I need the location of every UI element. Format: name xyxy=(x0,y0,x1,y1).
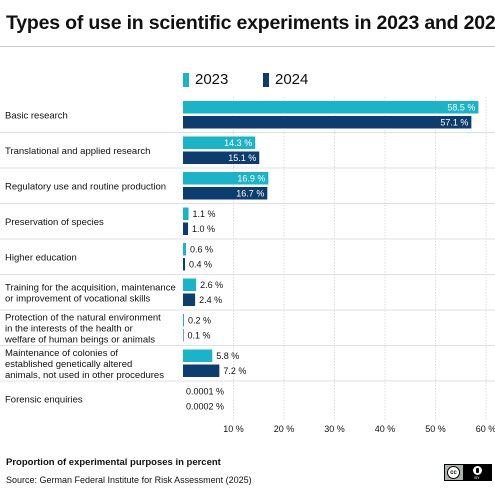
data-label-2024: 0.0002 % xyxy=(186,401,224,411)
data-label-2024: 0.4 % xyxy=(189,259,212,269)
data-label-2023: 0.2 % xyxy=(188,315,211,325)
category-label: Regulatory use and routine production xyxy=(5,181,166,192)
bar-2023 xyxy=(183,207,189,220)
cc-by-license-badge: cc BY xyxy=(444,464,492,481)
legend-swatch-2023 xyxy=(183,72,189,87)
data-label-2023: 1.1 % xyxy=(193,209,216,219)
category-label-line: or improvement of vocational skills xyxy=(5,293,150,304)
person-icon xyxy=(472,465,482,475)
x-tick-label: 30 % xyxy=(324,424,345,434)
category-label-line: Preservation of species xyxy=(5,217,104,228)
category-label-line: Protection of the natural environment xyxy=(5,312,161,323)
data-label-2024: 7.2 % xyxy=(223,366,246,376)
data-label-2024: 2.4 % xyxy=(199,295,222,305)
category-label: Higher education xyxy=(5,252,77,263)
bar-2023 xyxy=(183,243,187,256)
bar-2023 xyxy=(183,172,269,185)
x-tick-label: 40 % xyxy=(375,424,396,434)
category-label: Forensic enquiries xyxy=(5,394,83,405)
data-label-2023: 0.6 % xyxy=(190,244,213,254)
bar-2024 xyxy=(183,258,186,271)
data-label-2023: 58.5 % xyxy=(447,102,475,112)
chart-title: Types of use in scientific experiments i… xyxy=(6,12,495,34)
data-label-2024: 0.1 % xyxy=(188,330,211,340)
bar-2024 xyxy=(183,187,268,200)
category-label: Protection of the natural environment in … xyxy=(4,312,161,345)
x-tick-label: 50 % xyxy=(425,424,446,434)
data-label-2024: 1.0 % xyxy=(192,224,215,234)
by-block: BY xyxy=(463,465,491,480)
bar-2023 xyxy=(183,136,256,149)
legend-swatch-2024 xyxy=(263,72,269,87)
category-label: Translational and applied research xyxy=(5,146,150,157)
category-label-line: Forensic enquiries xyxy=(5,394,83,405)
bar-2023 xyxy=(183,278,197,291)
bar-2023 xyxy=(183,349,213,362)
category-label-line: Maintenance of colonies of xyxy=(5,348,118,359)
x-tick-label: 10 % xyxy=(223,424,244,434)
category-label-line: animals, not used in other procedures xyxy=(5,370,164,381)
bar-2024 xyxy=(183,364,220,377)
category-label-line: Training for the acquisition, maintenanc… xyxy=(5,282,176,293)
by-label: BY xyxy=(474,474,480,480)
legend-item-2023: 2023 xyxy=(183,71,228,88)
bar-2024 xyxy=(183,116,472,129)
data-label-2023: 14.3 % xyxy=(224,138,252,148)
legend-item-2024: 2024 xyxy=(263,71,308,88)
cc-icon: cc xyxy=(447,466,460,479)
category-label-line: Translational and applied research xyxy=(5,146,150,157)
bar-2023 xyxy=(183,314,185,327)
data-label-2024: 15.1 % xyxy=(228,153,256,163)
category-label-line: in the interests of the health or xyxy=(5,323,133,334)
category-label-line: welfare of human beings or animals xyxy=(4,334,155,345)
category-label-line: established genetically altered xyxy=(5,359,132,370)
data-label-2023: 0.0001 % xyxy=(186,386,224,396)
data-label-2024: 57.1 % xyxy=(440,117,468,127)
category-label-line: Higher education xyxy=(5,252,77,263)
bar-2024 xyxy=(183,222,189,235)
data-label-2023: 16.9 % xyxy=(237,173,265,183)
x-tick-label: 60 % xyxy=(476,424,495,434)
legend-label-2024: 2024 xyxy=(275,71,309,88)
category-label: Preservation of species xyxy=(5,217,104,228)
bar-2024 xyxy=(183,151,260,164)
data-label-2024: 16.7 % xyxy=(236,188,264,198)
x-axis-label: Proportion of experimental purposes in p… xyxy=(6,457,221,468)
category-label: Basic research xyxy=(5,110,68,121)
bar-chart: 10 % 20 % 30 % 40 % 50 % 60 % Basic research 58… xyxy=(0,97,495,434)
legend-label-2023: 2023 xyxy=(195,71,229,88)
category-label: Maintenance of colonies of established ge… xyxy=(5,348,164,381)
bar-2024 xyxy=(183,293,196,306)
bar-2024 xyxy=(183,329,184,342)
category-label-line: Basic research xyxy=(5,110,68,121)
title-divider xyxy=(0,46,495,47)
source-note: Source: German Federal Institute for Ris… xyxy=(6,475,252,485)
category-label-line: Regulatory use and routine production xyxy=(5,181,166,192)
x-tick-label: 20 % xyxy=(274,424,295,434)
bar-2023 xyxy=(183,101,479,114)
category-label: Training for the acquisition, maintenanc… xyxy=(5,282,176,304)
data-label-2023: 2.6 % xyxy=(200,280,223,290)
data-label-2023: 5.8 % xyxy=(216,351,239,361)
